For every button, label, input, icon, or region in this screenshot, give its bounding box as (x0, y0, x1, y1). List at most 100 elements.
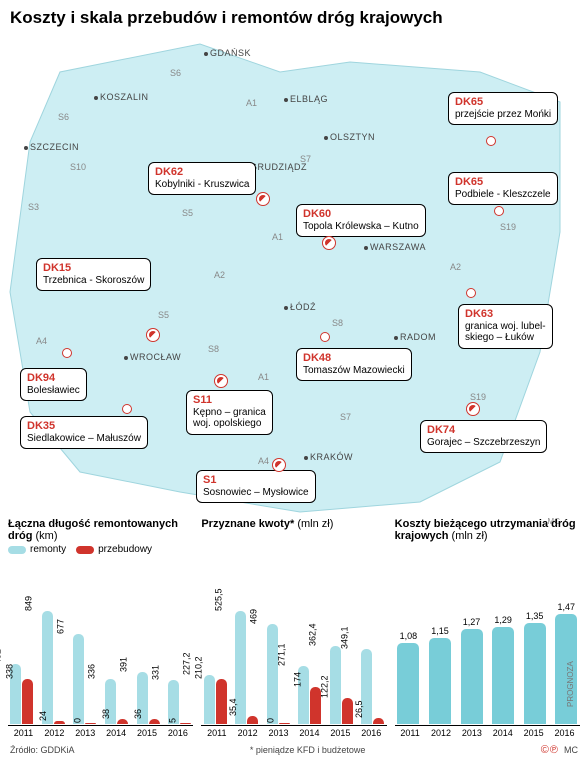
map-pin (272, 458, 286, 472)
bar-value: 391 (119, 657, 129, 672)
callout-desc: granica woj. lubel- skiego – Łuków (465, 321, 546, 344)
city-dot (204, 52, 208, 56)
bar-przebudowy: 5 (180, 723, 191, 724)
map-pin (146, 328, 160, 342)
chart-length: Łączna długość remontowanych dróg (km) r… (8, 518, 193, 738)
bar-group: 1,08 (395, 584, 423, 724)
city-label: ELBLĄG (290, 94, 328, 104)
x-tick: 2014 (101, 726, 132, 738)
callout: DK65Podbiele - Kleszczele (448, 172, 558, 205)
chart2-xaxis: 201120122013201420152016 (201, 725, 386, 738)
bar-value: 1,08 (400, 631, 418, 641)
bar-group: 349,126,5 (359, 584, 387, 724)
bar-value: 24 (38, 711, 48, 721)
road-bg-label: A2 (450, 262, 461, 272)
bar-value: 452 (0, 649, 2, 664)
bar-value: 36 (133, 709, 143, 719)
callout-road: S1 (203, 474, 309, 487)
bar-koszty: 1,08 (397, 643, 419, 724)
callout: DK60Topola Królewska – Kutno (296, 204, 426, 237)
chart1-legend: remonty przebudowy (8, 544, 193, 555)
city-label: WROCŁAW (130, 352, 181, 362)
callout-road: DK60 (303, 208, 419, 221)
map-pin (320, 332, 330, 342)
bar-value: 38 (101, 709, 111, 719)
city-label: WARSZAWA (370, 242, 426, 252)
bar-value: 1,15 (431, 626, 449, 636)
bar-value: 525,5 (213, 589, 223, 612)
road-bg-label: S3 (28, 202, 39, 212)
bar-koszty: 1,15 (429, 638, 451, 724)
city-label: OLSZTYN (330, 132, 375, 142)
callout-road: DK63 (465, 308, 546, 321)
bar-remonty: 362,4 (330, 646, 341, 724)
callout-desc: Podbiele - Kleszczele (455, 189, 551, 200)
bar-group: 1,35 (521, 584, 549, 724)
city-dot (364, 246, 368, 250)
road-bg-label: A1 (246, 98, 257, 108)
bar-value: 362,4 (308, 624, 318, 647)
city-label: SZCZECIN (30, 142, 79, 152)
bar-remonty: 227,2 (204, 675, 215, 724)
x-tick: 2013 (70, 726, 101, 738)
legend-remonty-label: remonty (30, 544, 66, 555)
city-dot (284, 98, 288, 102)
x-tick: 2014 (487, 726, 518, 738)
x-tick: 2013 (456, 726, 487, 738)
road-bg-label: S5 (158, 310, 169, 320)
callout-desc: Tomaszów Mazowiecki (303, 365, 405, 376)
chart3-bars: 1,081,151,271,291,351,47PROGNOZA (395, 584, 580, 724)
road-bg-label: S8 (208, 344, 219, 354)
callout: DK35Siedlakowice – Małuszów (20, 416, 148, 449)
bar-value: 174 (292, 672, 302, 687)
footer-source: Źródło: GDDKiA (10, 745, 75, 755)
bar-value: 1,35 (526, 611, 544, 621)
x-tick: 2016 (549, 726, 580, 738)
chart3-unit: (mln zł) (452, 530, 488, 542)
callout-desc: Topola Królewska – Kutno (303, 221, 419, 232)
road-bg-label: A4 (36, 336, 47, 346)
callout-road: DK65 (455, 176, 551, 189)
map-pin (214, 374, 228, 388)
bar-value: 5 (167, 718, 177, 723)
road-bg-label: A4 (258, 456, 269, 466)
x-tick: 2015 (132, 726, 163, 738)
chart1-xaxis: 201120122013201420152016 (8, 725, 193, 738)
bar-value: 271,1 (277, 643, 287, 666)
bar-group: 1,29 (489, 584, 517, 724)
city-label: KRAKÓW (310, 452, 353, 462)
city-dot (324, 136, 328, 140)
bar-przebudowy: 210,2 (216, 679, 227, 724)
legend-przebudowy: przebudowy (76, 544, 152, 555)
bar-group: 6770 (71, 584, 99, 724)
bar-group: 525,535,4 (233, 584, 261, 724)
road-bg-label: A2 (214, 270, 225, 280)
callout-desc: Kobylniki - Kruszwica (155, 179, 249, 190)
x-tick: 2013 (263, 726, 294, 738)
x-tick: 2012 (232, 726, 263, 738)
x-tick: 2012 (426, 726, 457, 738)
chart1-bars: 45233884924677033638391363315 (8, 584, 193, 724)
callout-road: DK94 (27, 372, 80, 385)
footer-cc: ©℗ (541, 744, 559, 756)
city-label: KOSZALIN (100, 92, 149, 102)
callout-road: DK62 (155, 166, 249, 179)
city-dot (304, 456, 308, 460)
map-pin (122, 404, 132, 414)
bar-przebudowy: 35,4 (247, 716, 258, 724)
bar-value: 331 (150, 665, 160, 680)
prognoza-label: PROGNOZA (566, 661, 575, 707)
chart2-title: Przyznane kwoty* (mln zł) (201, 518, 386, 530)
callout: S11Kępno – granica woj. opolskiego (186, 390, 273, 435)
road-bg-label: S8 (332, 318, 343, 328)
chart1-title-text: Łączna długość remontowanych dróg (8, 518, 178, 542)
city-dot (124, 356, 128, 360)
x-tick: 2011 (8, 726, 39, 738)
callout: DK62Kobylniki - Kruszwica (148, 162, 256, 195)
bar-group: 362,4122,2 (328, 584, 356, 724)
callout: S1Sosnowiec – Mysłowice (196, 470, 316, 503)
bar-koszty: 1,29 (492, 627, 514, 724)
map-pin (494, 206, 504, 216)
bar-value: 227,2 (182, 653, 192, 676)
bar-group: 1,47PROGNOZA (552, 584, 580, 724)
